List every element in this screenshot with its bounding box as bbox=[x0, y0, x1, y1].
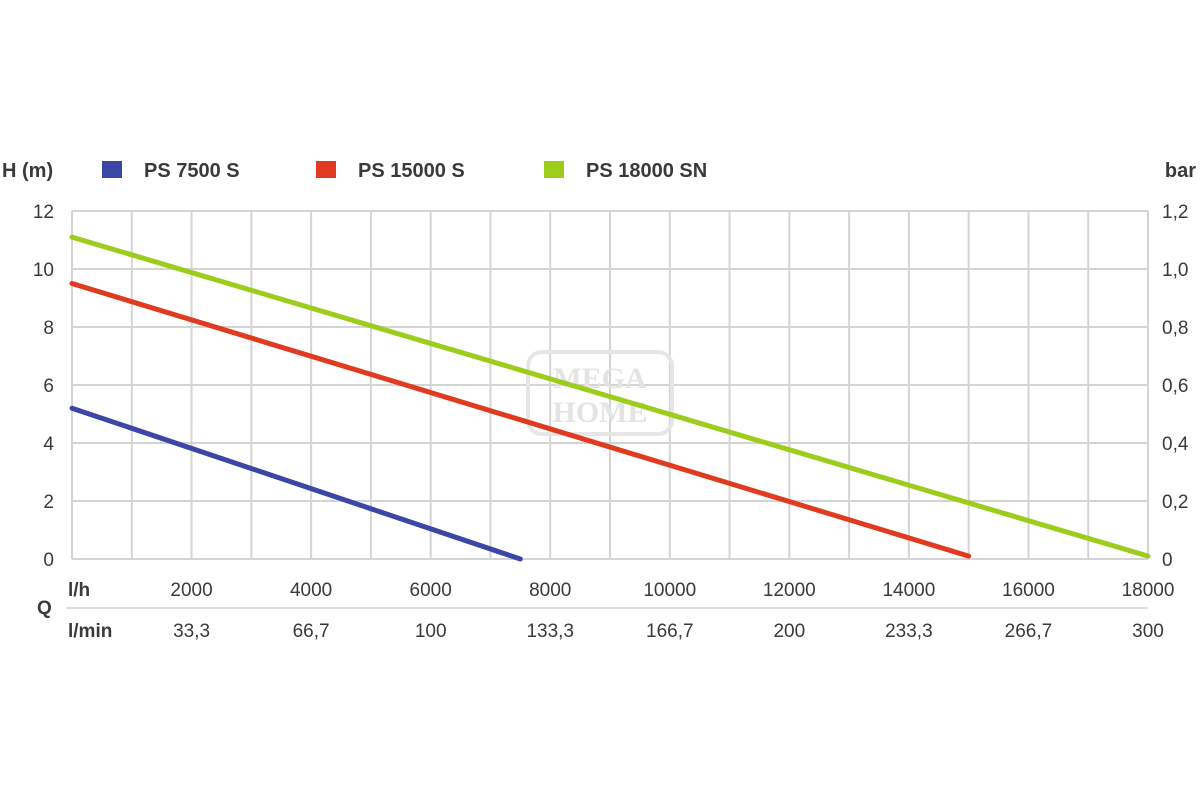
x-tick-label-lmin: 233,3 bbox=[885, 621, 933, 642]
watermark-word: MEGA bbox=[553, 362, 647, 395]
x-tick-label-lmin: 100 bbox=[415, 621, 447, 642]
y-left-tick-label: 4 bbox=[43, 434, 54, 455]
y-right-tick-label: 1,2 bbox=[1162, 202, 1188, 223]
y-right-tick-label: 1,0 bbox=[1162, 260, 1188, 281]
x-tick-label-lmin: 133,3 bbox=[526, 621, 574, 642]
y-left-tick-label: 12 bbox=[33, 202, 54, 223]
x-tick-label-lh: 8000 bbox=[529, 580, 571, 601]
y-left-tick-label: 6 bbox=[43, 376, 54, 397]
x-axis-lh-unit: l/h bbox=[68, 580, 90, 601]
x-tick-label-lmin: 266,7 bbox=[1005, 621, 1053, 642]
x-tick-label-lh: 10000 bbox=[643, 580, 696, 601]
y-axis-ticks: 12 10 8 6 4 2 0 1,2 1,0 0,8 0,6 0,4 0,2 0 bbox=[33, 202, 1189, 571]
x-axis-lmin-unit: l/min bbox=[68, 621, 112, 642]
x-tick-label-lh: 18000 bbox=[1122, 580, 1175, 601]
x-tick-label-lh: 6000 bbox=[410, 580, 452, 601]
x-tick-label-lmin: 33,3 bbox=[173, 621, 210, 642]
x-tick-label-lh: 2000 bbox=[170, 580, 212, 601]
grid bbox=[66, 210, 1149, 609]
legend-label-ps-15000-s: PS 15000 S bbox=[358, 160, 465, 182]
x-tick-label-lmin: 200 bbox=[773, 621, 805, 642]
legend: PS 7500 S PS 15000 S PS 18000 SN bbox=[102, 160, 707, 182]
x-tick-label-lmin: 66,7 bbox=[293, 621, 330, 642]
legend-label-ps-7500-s: PS 7500 S bbox=[144, 160, 240, 182]
x-tick-label-lh: 12000 bbox=[763, 580, 816, 601]
series-lines bbox=[69, 234, 1151, 562]
y-right-tick-label: 0 bbox=[1162, 550, 1173, 571]
y-right-tick-label: 0,2 bbox=[1162, 492, 1188, 513]
y-left-tick-label: 10 bbox=[33, 260, 54, 281]
x-tick-label-lmin: 166,7 bbox=[646, 621, 694, 642]
y-left-tick-label: 0 bbox=[43, 550, 54, 571]
y-right-axis-label: bar bbox=[1165, 160, 1196, 182]
y-right-tick-label: 0,8 bbox=[1162, 318, 1188, 339]
series-line-ps-7500-s bbox=[69, 405, 523, 562]
series-line-ps-18000-sn bbox=[69, 234, 1151, 559]
x-axis-ticks: 2000 4000 6000 8000 10000 12000 14000 16000 1800… bbox=[170, 580, 1174, 642]
y-left-tick-label: 2 bbox=[43, 492, 54, 513]
legend-swatch-ps-18000-sn bbox=[544, 161, 564, 178]
x-tick-label-lh: 16000 bbox=[1002, 580, 1055, 601]
watermark-frame bbox=[526, 350, 674, 436]
y-left-tick-label: 8 bbox=[43, 318, 54, 339]
x-tick-label-lh: 14000 bbox=[882, 580, 935, 601]
y-left-axis-label: H (m) bbox=[2, 160, 53, 182]
legend-swatch-ps-15000-s bbox=[316, 161, 336, 178]
x-axis-group-label: Q bbox=[37, 598, 52, 619]
y-right-tick-label: 0,6 bbox=[1162, 376, 1188, 397]
legend-swatch-ps-7500-s bbox=[102, 161, 122, 178]
series-line-ps-15000-s bbox=[69, 281, 972, 559]
y-right-tick-label: 0,4 bbox=[1162, 434, 1189, 455]
x-tick-label-lh: 4000 bbox=[290, 580, 332, 601]
legend-label-ps-18000-sn: PS 18000 SN bbox=[586, 160, 707, 182]
x-tick-label-lmin: 300 bbox=[1132, 621, 1164, 642]
